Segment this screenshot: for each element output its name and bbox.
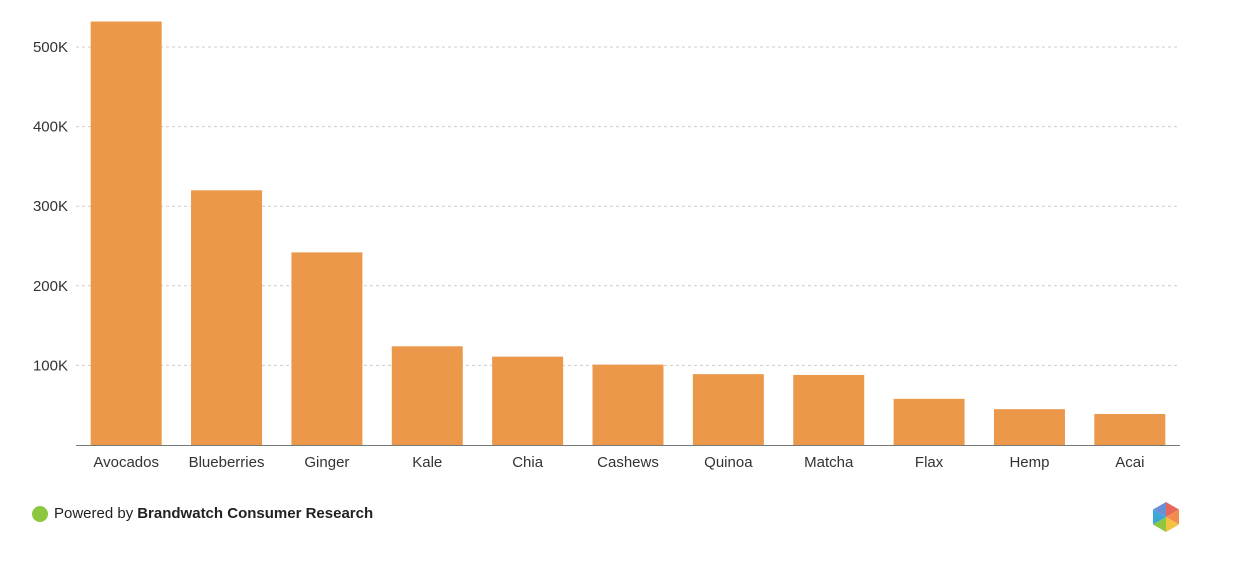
y-axis-ticks: 100K 200K 300K 400K 500K <box>33 39 68 374</box>
y-tick-label: 100K <box>33 357 68 374</box>
bar-acai <box>1094 413 1166 445</box>
bars <box>90 21 1166 445</box>
x-tick-label: Chia <box>512 454 544 471</box>
brandwatch-logo-icon <box>1153 502 1179 532</box>
x-tick-label: Ginger <box>304 454 349 471</box>
x-tick-label: Acai <box>1115 454 1144 471</box>
footer-attribution: Powered by Brandwatch Consumer Research <box>32 505 373 522</box>
x-tick-label: Hemp <box>1009 454 1049 471</box>
footer-prefix: Powered by <box>54 505 134 522</box>
x-tick-label: Matcha <box>804 454 854 471</box>
status-dot-icon <box>32 505 48 522</box>
x-tick-label: Quinoa <box>704 454 753 471</box>
x-tick-label: Blueberries <box>189 454 265 471</box>
bar-kale <box>391 346 463 445</box>
bar-matcha <box>793 374 865 445</box>
bar-avocados <box>90 21 162 445</box>
y-tick-label: 200K <box>33 278 68 295</box>
bar-flax <box>893 398 965 445</box>
bar-cashews <box>592 364 664 445</box>
x-tick-label: Cashews <box>597 454 659 471</box>
y-tick-label: 300K <box>33 198 68 215</box>
x-axis-ticks: Avocados Blueberries Ginger Kale Chia Cashews… <box>93 454 1144 471</box>
x-tick-label: Kale <box>412 454 442 471</box>
bar-chia <box>492 356 564 445</box>
y-tick-label: 500K <box>33 39 68 56</box>
bar-quinoa <box>692 374 764 445</box>
x-tick-label: Avocados <box>93 454 159 471</box>
bar-blueberries <box>191 190 263 445</box>
bar-hemp <box>993 409 1065 445</box>
bar-chart: 100K 200K 300K 400K 500K Avocados Blueberries… <box>33 21 1180 471</box>
x-tick-label: Flax <box>915 454 944 471</box>
bar-ginger <box>291 252 363 445</box>
footer-brand: Brandwatch Consumer Research <box>137 505 374 522</box>
y-tick-label: 400K <box>33 119 68 136</box>
